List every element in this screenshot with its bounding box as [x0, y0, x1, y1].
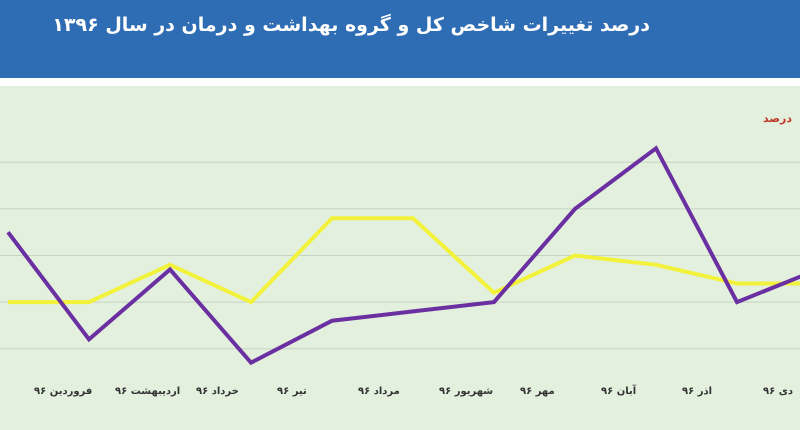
x-tick-label: دی ۹۶ [763, 386, 793, 397]
y-unit-label: درصد [763, 112, 792, 125]
series-line-1 [8, 216, 800, 305]
chart-header: درصد تغییرات شاخص کل و گروه بهداشت و درم… [0, 0, 800, 78]
grid-lines [0, 161, 800, 350]
x-tick-label: اذر ۹۶ [682, 386, 712, 397]
x-tick-labels: فروردین ۹۶ اردیبهشت ۹۶ خرداد ۹۶ تیر ۹۶ مرداد… [34, 384, 793, 397]
header-band [0, 78, 800, 86]
x-tick-label: خرداد ۹۶ [196, 386, 239, 397]
x-tick-label: فروردین ۹۶ [34, 386, 92, 397]
x-tick-label: مهر ۹۶ [520, 386, 555, 397]
x-tick-label: شهریور ۹۶ [439, 386, 493, 397]
x-tick-label: مرداد ۹۶ [358, 386, 400, 397]
chart-title: درصد تغییرات شاخص کل و گروه بهداشت و درم… [52, 14, 650, 36]
x-tick-label: تیر ۹۶ [277, 386, 307, 397]
series-lines [6, 145, 800, 366]
x-tick-label: آبان ۹۶ [601, 384, 637, 397]
x-tick-label: اردیبهشت ۹۶ [115, 386, 180, 397]
series-line-2 [6, 145, 800, 366]
